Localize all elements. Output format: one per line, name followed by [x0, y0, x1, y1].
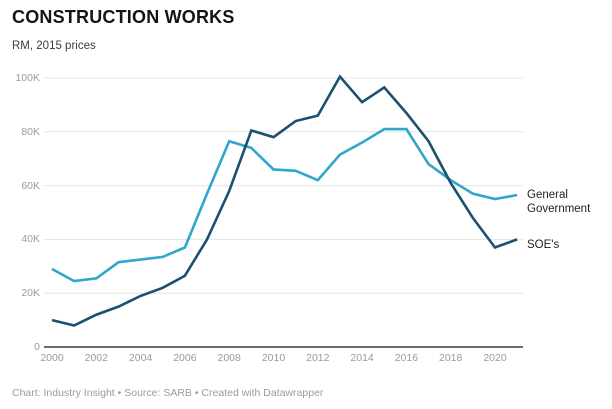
line-general-government — [51, 127, 518, 283]
line-soes — [51, 74, 518, 327]
x-tick-2006: 2006 — [173, 352, 197, 364]
y-tick-40K: 40K — [21, 233, 40, 246]
series-label-general-government: General Government — [527, 189, 591, 215]
chart-title: CONSTRUCTION WORKS — [12, 7, 235, 27]
x-tick-2000: 2000 — [40, 352, 64, 364]
y-tick-60K: 60K — [21, 179, 40, 192]
chart-credit-footer: Chart: Industry Insight • Source: SARB •… — [12, 387, 324, 399]
y-tick-20K: 20K — [21, 287, 40, 300]
x-tick-2012: 2012 — [306, 352, 330, 364]
x-tick-2010: 2010 — [261, 352, 286, 364]
y-tick-80K: 80K — [21, 125, 40, 138]
y-tick-100K: 100K — [15, 72, 40, 84]
series-label-soes: SOE's — [527, 239, 560, 251]
x-tick-2016: 2016 — [394, 352, 419, 364]
x-tick-2002: 2002 — [84, 352, 108, 364]
chart-subtitle: RM, 2015 prices — [12, 40, 96, 52]
x-tick-2018: 2018 — [439, 352, 463, 364]
x-tick-2020: 2020 — [483, 352, 507, 364]
x-tick-2004: 2004 — [128, 352, 153, 364]
x-tick-2008: 2008 — [217, 352, 241, 364]
x-tick-2014: 2014 — [350, 352, 374, 364]
y-tick-0: 0 — [34, 341, 40, 353]
